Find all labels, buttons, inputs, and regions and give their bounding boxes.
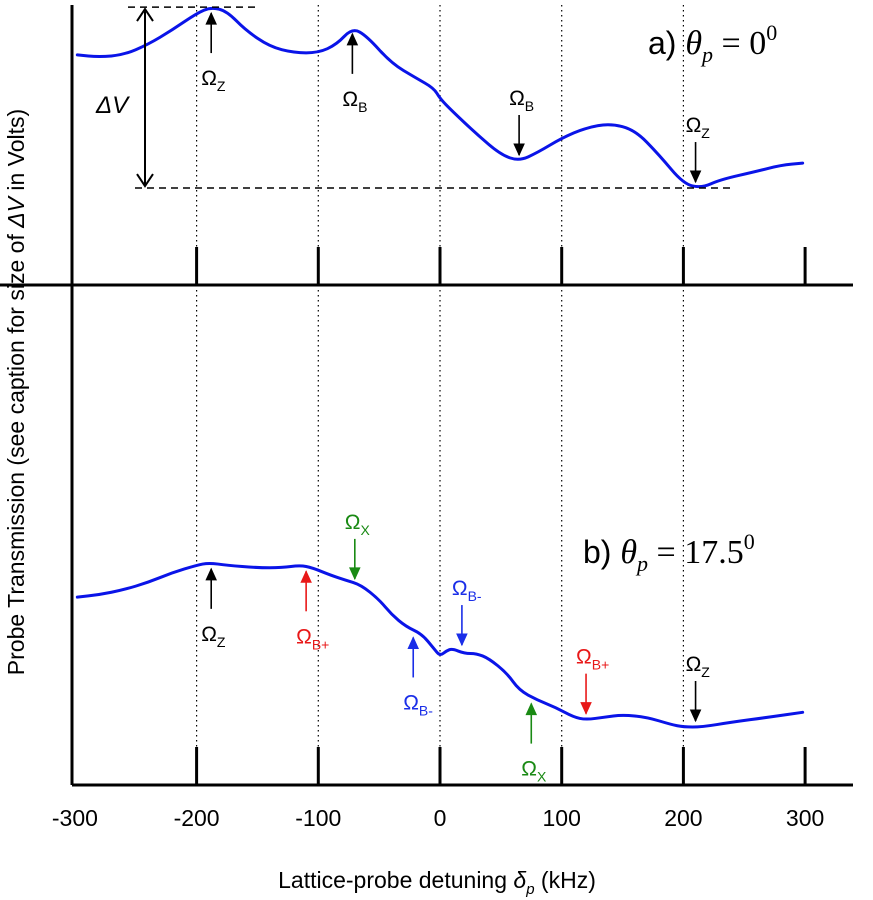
annotation-arrowhead bbox=[689, 709, 702, 723]
annotation-arrowhead bbox=[346, 32, 359, 46]
annotation-omega-x: ΩX bbox=[345, 511, 371, 581]
delta-v-label: ΔV bbox=[95, 92, 130, 119]
x-tick-label: -100 bbox=[295, 805, 341, 831]
annotation-omega-bminus: ΩB- bbox=[452, 577, 482, 647]
annotation-arrowhead bbox=[205, 11, 217, 25]
annotation-arrowhead bbox=[580, 702, 592, 715]
series-line-panel-b bbox=[75, 561, 805, 729]
x-ticks: -300 -200 -100 0 100 200 300 bbox=[52, 247, 824, 831]
annotation-arrowhead bbox=[300, 570, 312, 583]
annotation-label: ΩB- bbox=[403, 691, 433, 718]
annotation-omega-z: ΩZ bbox=[686, 114, 711, 184]
x-tick-label: 100 bbox=[543, 805, 581, 831]
x-tick-label: 0 bbox=[434, 805, 447, 831]
x-tick-label: -300 bbox=[52, 805, 98, 831]
annotation-omega-z: ΩZ bbox=[686, 653, 711, 723]
panel-a-label: a) θp = 00 bbox=[648, 20, 777, 67]
annotation-omega-bplus: ΩB+ bbox=[576, 646, 609, 715]
x-tick-label: -200 bbox=[174, 805, 220, 831]
annotation-label: ΩZ bbox=[201, 67, 226, 94]
annotation-arrowhead bbox=[205, 567, 217, 581]
x-axis-label: Lattice-probe detuning δp (kHz) bbox=[278, 867, 596, 898]
annotation-label: ΩB bbox=[509, 87, 534, 114]
annotation-label: ΩZ bbox=[686, 114, 711, 141]
annotation-omega-x: ΩX bbox=[521, 702, 547, 785]
panel-b-label: b) θp = 17.50 bbox=[583, 529, 755, 576]
annotation-omega-bplus: ΩB+ bbox=[296, 570, 329, 652]
annotation-omega-bminus: ΩB- bbox=[403, 636, 433, 718]
y-axis-label: Probe Transmission (see caption for size… bbox=[3, 109, 29, 675]
x-tick-label: 200 bbox=[664, 805, 702, 831]
annotations-layer: ΩZ ΩB ΩB ΩZ ΩZ ΩB+ ΩX ΩB- ΩB- ΩX ΩB+ ΩZ bbox=[201, 11, 711, 785]
delta-v-arrowhead-down bbox=[136, 173, 154, 188]
annotation-label: ΩB bbox=[342, 88, 367, 115]
axes bbox=[0, 5, 853, 787]
annotation-arrowhead bbox=[513, 143, 525, 157]
x-tick-label: 300 bbox=[786, 805, 824, 831]
annotation-omega-b: ΩB bbox=[509, 87, 534, 157]
annotation-label: ΩB+ bbox=[576, 646, 609, 673]
delta-v-indicator: ΔV bbox=[95, 6, 735, 189]
annotation-label: ΩZ bbox=[686, 653, 711, 680]
annotation-omega-z: ΩZ bbox=[201, 567, 226, 650]
annotation-omega-z: ΩZ bbox=[201, 11, 226, 94]
grid-lines bbox=[196, 5, 685, 785]
annotation-label: ΩB- bbox=[452, 577, 482, 604]
series-layer bbox=[75, 6, 805, 729]
annotation-arrowhead bbox=[689, 170, 702, 184]
annotation-label: ΩX bbox=[521, 758, 547, 785]
delta-v-arrowhead-up bbox=[136, 7, 154, 22]
annotation-arrowhead bbox=[456, 633, 468, 647]
annotation-arrowhead bbox=[407, 636, 420, 649]
annotation-label: ΩB+ bbox=[296, 625, 329, 652]
annotation-label: ΩZ bbox=[201, 623, 226, 650]
series-line-panel-a bbox=[75, 6, 805, 189]
annotation-label: ΩX bbox=[345, 511, 371, 538]
annotation-omega-b: ΩB bbox=[342, 32, 367, 115]
annotation-arrowhead bbox=[349, 567, 361, 581]
annotation-arrowhead bbox=[525, 702, 538, 716]
